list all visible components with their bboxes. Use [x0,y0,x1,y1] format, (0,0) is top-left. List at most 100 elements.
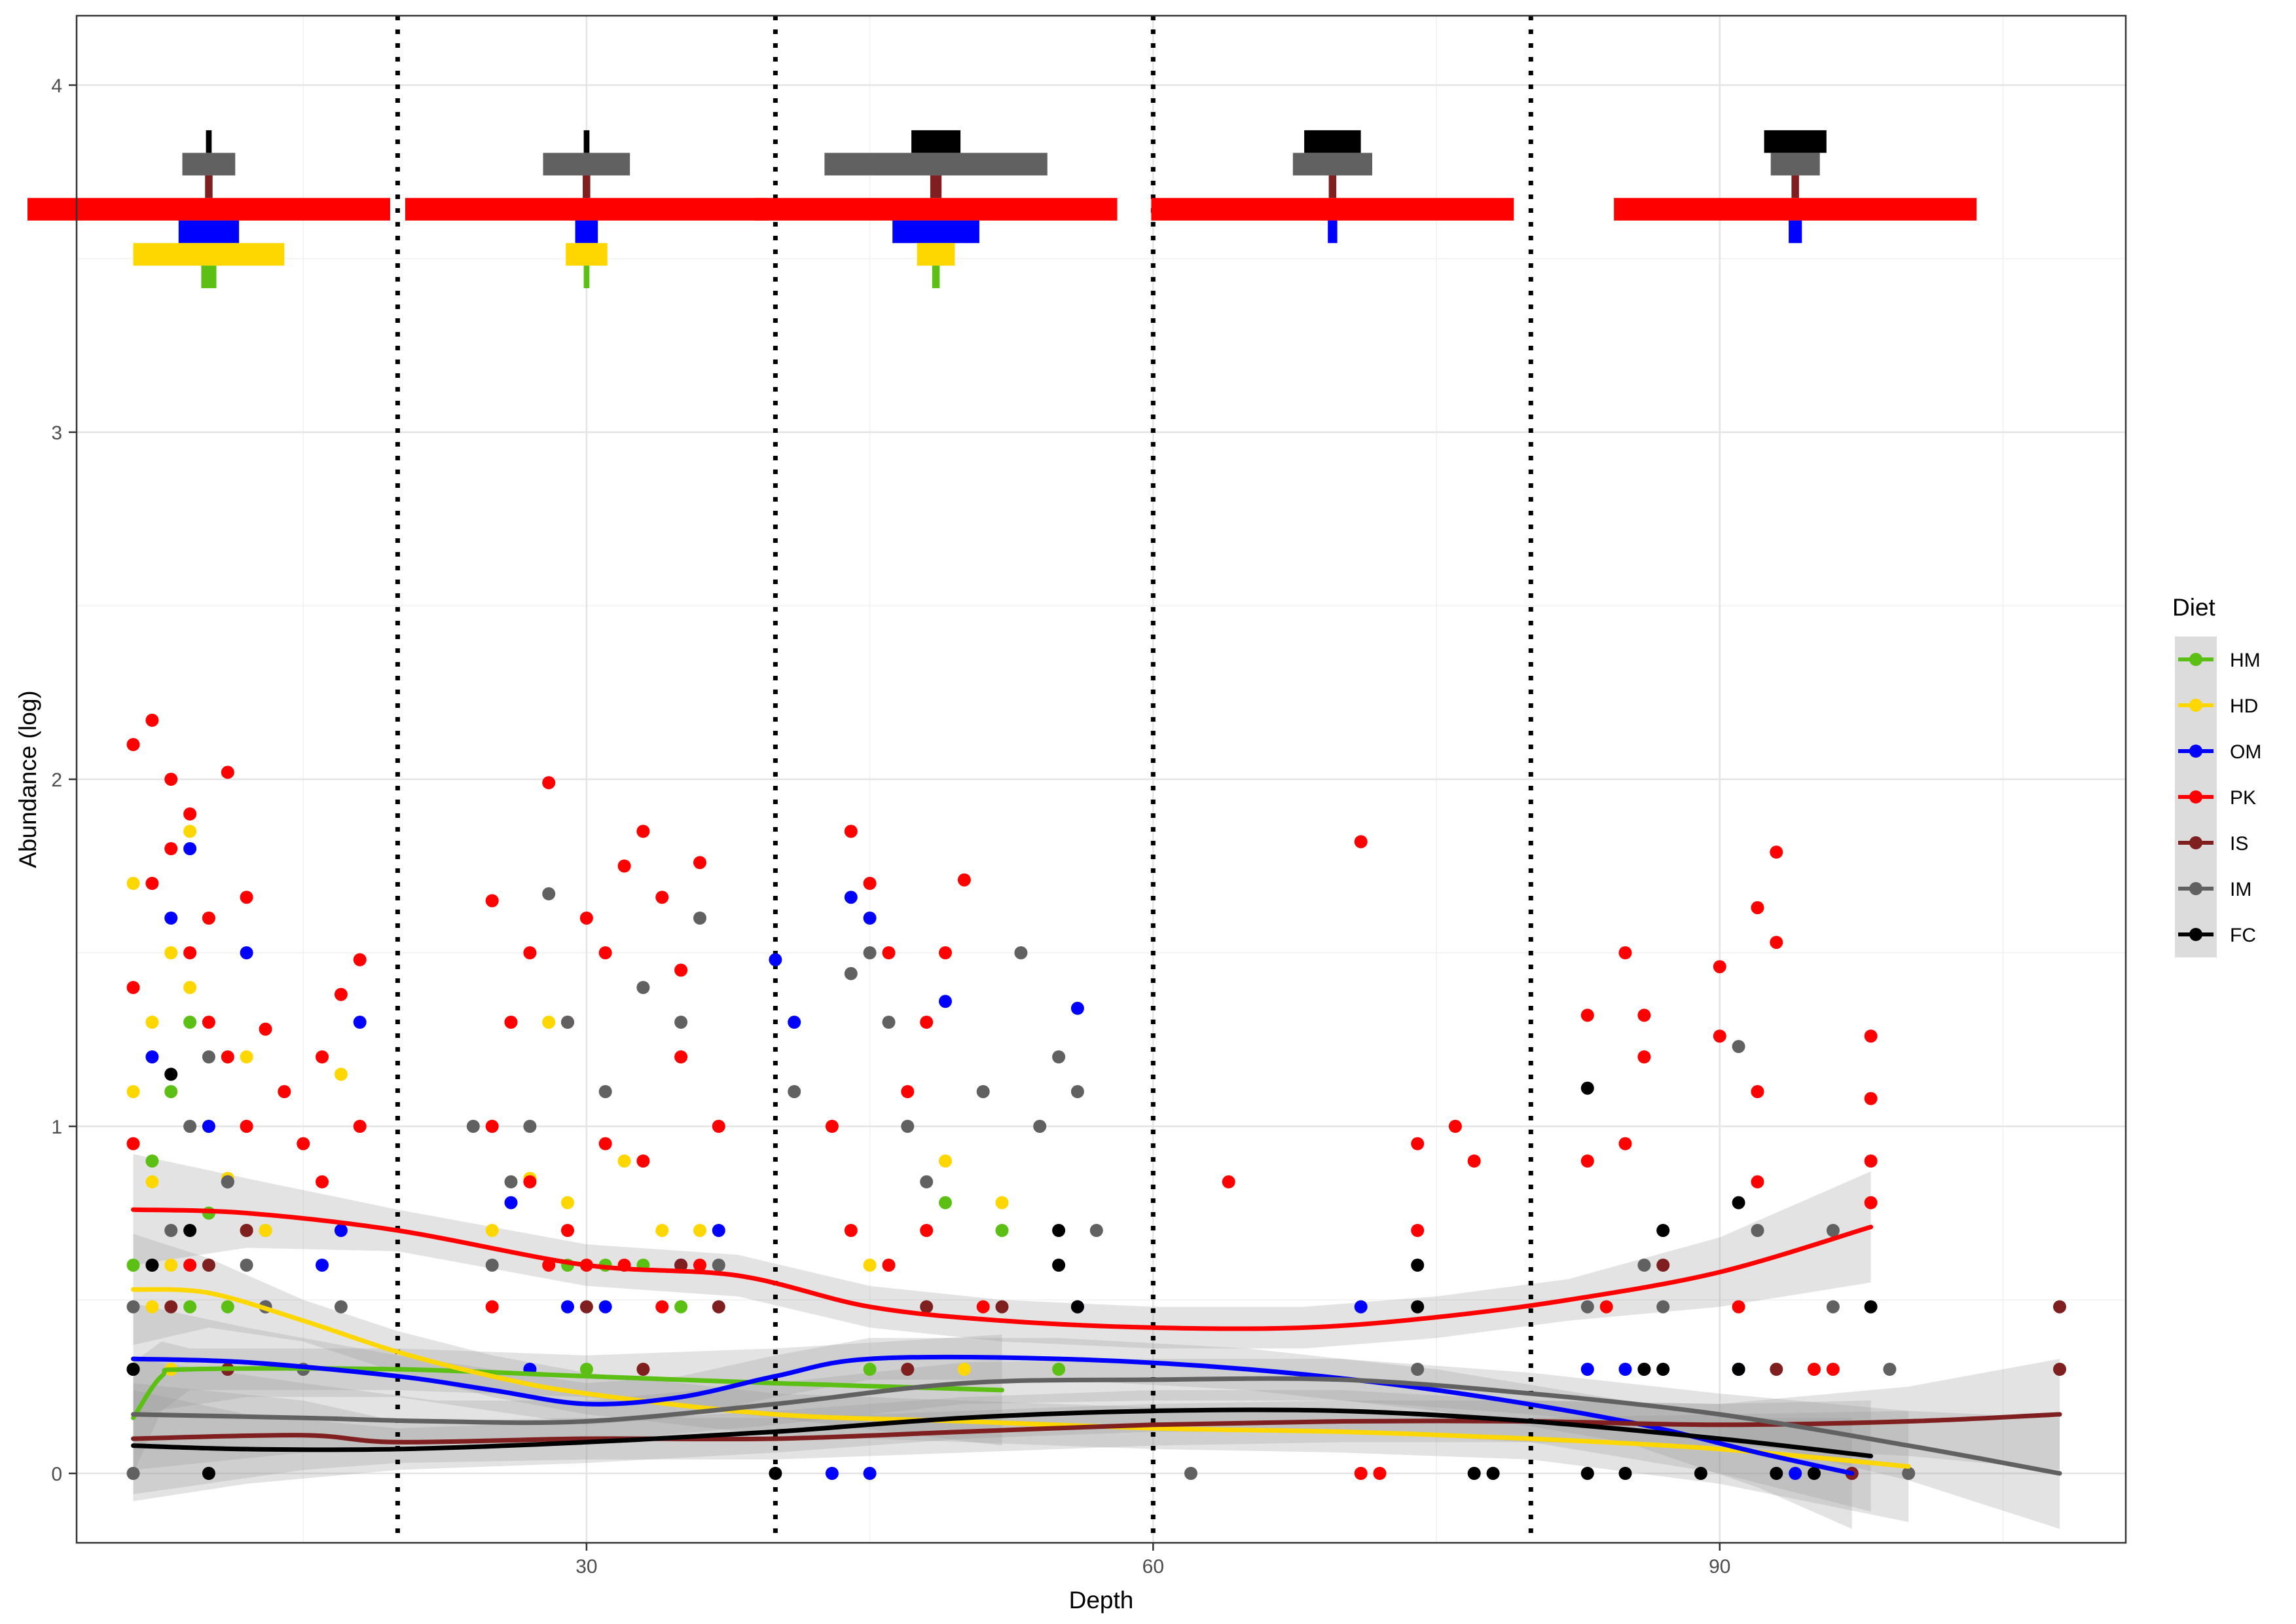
point-pk [1713,1029,1726,1043]
point-fc [1052,1224,1066,1237]
y-axis-title: Abundance (log) [14,690,41,868]
point-pk [145,713,159,727]
point-im [712,1259,725,1272]
legend-point-is [2189,836,2202,849]
point-fc [1467,1467,1481,1480]
point-hm [863,1363,877,1376]
point-pk [278,1085,291,1098]
point-pk [1770,845,1783,859]
smooth-line-om [131,1354,1855,1476]
confidence-band-im [133,1359,2060,1529]
point-im [466,1120,480,1133]
point-pk [202,1016,215,1029]
point-im [882,1016,896,1029]
point-pk [183,807,197,821]
point-im [636,981,650,994]
y-tick-label: 0 [51,1464,62,1485]
point-pk [353,953,367,967]
diet-bar-hd [566,243,608,266]
point-pk [674,963,688,977]
smooth-line-pk [131,1207,1874,1331]
point-im [920,1175,934,1189]
point-om [1580,1363,1594,1376]
point-pk [844,1224,858,1237]
point-im [561,1016,574,1029]
point-pk [485,1120,499,1133]
point-pk [636,824,650,838]
diet-bar-fc [1304,130,1361,153]
point-fc [1808,1467,1821,1480]
smooth-line-im [131,1376,2062,1476]
point-fc [126,1363,140,1376]
diet-bar-is [930,175,942,198]
point-om [334,1224,348,1237]
confidence-band-pk [133,1154,1871,1349]
point-pk [1770,936,1783,950]
point-om [316,1259,329,1272]
point-im [334,1300,348,1314]
point-im [1883,1363,1897,1376]
point-fc [202,1467,215,1480]
point-pk [164,842,178,855]
diet-bar-om [892,220,979,244]
point-hd [259,1224,272,1237]
point-hd [126,877,140,890]
point-om [939,995,952,1008]
point-pk [485,1300,499,1314]
point-is [636,1363,650,1376]
point-pk [1808,1363,1821,1376]
diet-bar-is [205,175,213,198]
point-pk [1354,835,1368,849]
point-fc [1411,1300,1425,1314]
point-hd [183,981,197,994]
point-pk [920,1016,934,1029]
point-om [504,1196,518,1209]
point-om [1618,1363,1632,1376]
point-pk [353,1120,367,1133]
point-om [145,1050,159,1063]
point-om [712,1224,725,1237]
point-pk [617,859,631,873]
point-pk [485,894,499,908]
point-pk [598,1137,612,1151]
diet-bar-hm [201,265,217,289]
point-fc [1486,1467,1500,1480]
point-pk [1599,1300,1613,1314]
point-pk [126,1137,140,1151]
diet-bar-fc [1764,130,1827,153]
diet-bar-pk [27,198,390,221]
diet-bar-hd [133,243,285,266]
point-fc [769,1467,782,1480]
point-im [1580,1300,1594,1314]
point-im [1826,1300,1840,1314]
point-pk [882,1259,896,1272]
point-om [1789,1467,1802,1480]
point-hd [334,1067,348,1081]
point-fc [1618,1467,1632,1480]
point-hm [164,1085,178,1098]
point-pk [579,912,593,925]
point-fc [183,1224,197,1237]
diet-bar-im [1292,153,1372,175]
y-tick-label: 2 [51,769,62,791]
point-im [202,1050,215,1063]
diet-bar-pk [754,198,1118,221]
diet-bar-fc [206,130,212,153]
point-im [1089,1224,1103,1237]
point-im [1637,1259,1651,1272]
point-hm [145,1154,159,1168]
point-fc [1732,1363,1745,1376]
point-pk [655,891,669,904]
point-im [1732,1040,1745,1054]
diet-bar-fc [583,130,590,153]
point-hd [164,1259,178,1272]
point-fc [1732,1196,1745,1209]
point-om [240,946,253,959]
point-pk [504,1016,518,1029]
point-is [920,1300,934,1314]
point-im [1070,1085,1084,1098]
point-is [1656,1259,1670,1272]
point-im [1411,1363,1425,1376]
point-im [126,1300,140,1314]
